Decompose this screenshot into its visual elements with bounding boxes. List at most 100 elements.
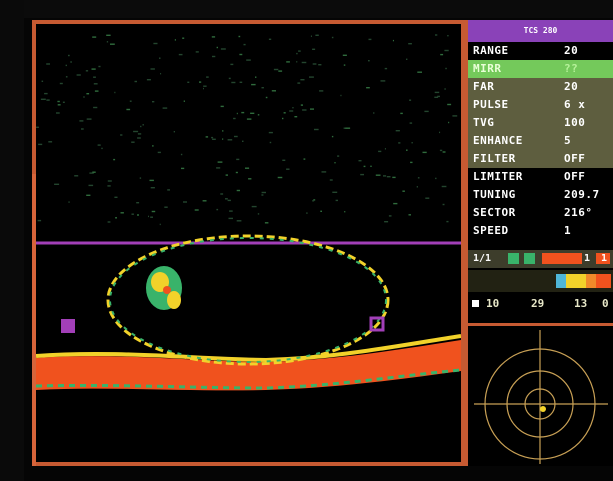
color-seg-yellow — [566, 274, 586, 288]
marker-left[interactable] — [61, 319, 75, 333]
noise-speck — [81, 128, 84, 130]
noise-speck — [269, 141, 272, 144]
radar-scope-svg — [474, 330, 608, 464]
noise-speck — [301, 61, 307, 64]
noise-speck — [416, 186, 418, 188]
noise-speck — [400, 112, 403, 115]
noise-speck — [91, 68, 96, 70]
param-row-sector[interactable]: SECTOR 216° — [468, 204, 613, 222]
noise-speck — [388, 215, 392, 217]
param-row-pulse[interactable]: PULSE 6 x — [468, 96, 613, 114]
noise-speck — [360, 173, 364, 176]
noise-speck — [115, 217, 117, 219]
param-row-speed[interactable]: SPEED 1 — [468, 222, 613, 240]
noise-speck — [136, 202, 140, 204]
noise-speck — [243, 43, 246, 46]
noise-speck — [194, 209, 199, 211]
noise-speck — [441, 185, 447, 188]
noise-speck — [292, 107, 294, 109]
monitor-bezel-left — [0, 0, 24, 481]
noise-speck — [302, 109, 307, 111]
param-name: FAR — [473, 80, 495, 93]
page-indicator[interactable]: 1/1 — [473, 253, 492, 264]
noise-speck — [86, 194, 91, 196]
noise-speck — [46, 99, 50, 101]
status-chip-red — [542, 253, 582, 264]
noise-speck — [86, 93, 90, 95]
noise-speck — [93, 76, 96, 78]
param-row-enhance[interactable]: ENHANCE 5 — [468, 132, 613, 150]
param-value: 216° — [564, 206, 593, 219]
noise-speck — [268, 131, 273, 134]
scope-ring-inner — [524, 388, 556, 420]
noise-speck — [230, 63, 234, 66]
noise-speck — [366, 87, 370, 89]
scope-ring-middle — [506, 370, 574, 438]
noise-speck — [312, 48, 316, 50]
marker-right[interactable] — [369, 316, 385, 332]
noise-speck — [157, 151, 161, 154]
noise-speck — [312, 63, 317, 65]
param-row-limiter[interactable]: LIMITER OFF — [468, 168, 613, 186]
noise-speck — [241, 111, 245, 114]
noise-speck — [370, 165, 372, 167]
noise-speck — [296, 52, 298, 55]
fish-cluster-echo — [146, 266, 182, 310]
noise-speck — [216, 167, 221, 169]
noise-speck — [40, 98, 45, 100]
noise-speck — [46, 63, 50, 65]
noise-speck — [402, 190, 405, 192]
status-chip-green — [508, 253, 519, 264]
noise-speck — [37, 219, 42, 222]
noise-speck — [110, 43, 115, 45]
noise-speck — [160, 73, 162, 75]
param-name: RANGE — [473, 44, 509, 57]
seabed-echo — [36, 340, 461, 391]
noise-speck — [268, 38, 272, 40]
noise-speck — [271, 90, 276, 92]
noise-speck — [248, 178, 252, 180]
noise-speck — [65, 64, 67, 67]
noise-speck — [211, 36, 216, 38]
mini-radar-scope[interactable] — [468, 323, 613, 466]
param-value: 5 — [564, 134, 572, 147]
noise-speck — [151, 210, 156, 213]
noise-speck — [329, 179, 333, 181]
param-row-tvg[interactable]: TVG 100 — [468, 114, 613, 132]
sonar-echo-display[interactable] — [32, 20, 465, 466]
param-row-mirr[interactable]: MIRR ?? — [468, 60, 613, 78]
param-row-far[interactable]: FAR 20 — [468, 78, 613, 96]
noise-speck — [62, 101, 65, 103]
param-value: 209.7 — [564, 188, 600, 201]
noise-speck — [286, 61, 290, 63]
noise-speck — [231, 81, 236, 84]
noise-speck — [120, 134, 123, 136]
noise-speck — [246, 118, 252, 120]
scale-value: 29 — [531, 297, 545, 310]
noise-speck — [131, 141, 135, 143]
param-value: 6 x — [564, 98, 586, 111]
noise-speck — [181, 167, 185, 170]
noise-speck — [378, 150, 382, 153]
noise-speck — [236, 158, 240, 161]
noise-speck — [126, 108, 131, 111]
noise-speck — [344, 211, 346, 213]
noise-speck — [120, 212, 124, 214]
noise-speck — [294, 116, 298, 118]
noise-speck — [59, 82, 63, 85]
noise-speck — [255, 76, 257, 78]
noise-speck — [217, 161, 223, 163]
noise-speck — [57, 104, 61, 106]
noise-speck — [337, 155, 340, 157]
noise-speck — [409, 99, 412, 101]
param-row-range[interactable]: RANGE 20 — [468, 42, 613, 60]
scale-value: 10 — [486, 297, 500, 310]
noise-speck — [342, 54, 347, 56]
noise-speck — [314, 128, 319, 131]
param-row-tuning[interactable]: TUNING 209.7 — [468, 186, 613, 204]
param-value: OFF — [564, 152, 586, 165]
noise-speck — [442, 151, 446, 153]
noise-speck — [447, 35, 449, 37]
noise-speck — [395, 130, 400, 132]
param-row-filter[interactable]: FILTER OFF — [468, 150, 613, 168]
